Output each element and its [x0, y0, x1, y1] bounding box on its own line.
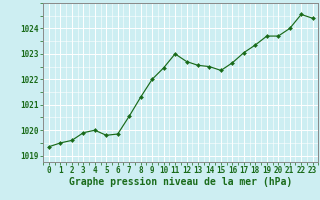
- X-axis label: Graphe pression niveau de la mer (hPa): Graphe pression niveau de la mer (hPa): [69, 177, 292, 187]
